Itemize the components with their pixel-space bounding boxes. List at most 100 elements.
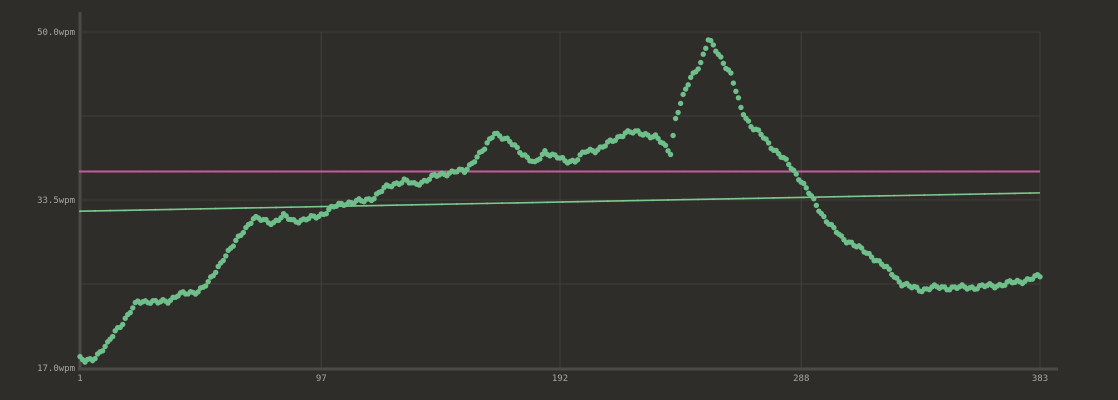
data-point	[728, 70, 734, 76]
data-point	[886, 266, 892, 272]
data-point	[700, 51, 706, 57]
average-line-marker	[561, 170, 564, 173]
axes	[78, 12, 1058, 371]
data-point	[240, 229, 247, 236]
average-line-marker	[817, 170, 820, 173]
trend-line-marker	[350, 205, 353, 208]
data-point	[1037, 274, 1043, 280]
data-point	[680, 91, 686, 98]
average-line-marker	[862, 170, 866, 173]
trend-line-marker	[848, 195, 851, 198]
data-point	[202, 283, 209, 289]
data-point	[99, 348, 106, 354]
trend-line-marker	[244, 207, 247, 210]
average-line-marker	[139, 170, 142, 173]
trend-line-marker	[787, 196, 790, 199]
trend-line-marker	[290, 206, 293, 209]
trend-line-marker	[561, 200, 564, 203]
data-point	[667, 151, 674, 158]
average-line-marker	[350, 170, 353, 173]
trend-line-marker	[576, 200, 579, 203]
data-point	[574, 157, 581, 163]
data-point	[233, 237, 239, 244]
data-point	[662, 142, 669, 149]
data-point	[675, 109, 681, 116]
trend-line-marker	[697, 198, 700, 201]
trend-line-marker	[259, 206, 262, 209]
data-point	[858, 245, 865, 251]
trend-line-marker	[169, 208, 172, 211]
average-line-marker	[606, 170, 609, 173]
data-point	[685, 82, 691, 88]
trend-line-marker	[667, 198, 670, 201]
average-line-marker	[289, 170, 293, 173]
average-line-marker	[772, 170, 775, 173]
y-tick-label: 17.0wpm	[37, 364, 75, 374]
average-line-marker	[576, 170, 579, 173]
trend-line-marker	[817, 196, 820, 199]
trend-line-marker	[983, 192, 986, 195]
average-line-marker	[501, 170, 504, 173]
data-point	[537, 156, 543, 162]
data-point	[813, 202, 820, 209]
average-line-marker	[425, 170, 428, 173]
trend-line-marker	[139, 209, 142, 212]
trend-line-marker	[229, 207, 232, 210]
data-point	[670, 132, 676, 139]
average-line-marker	[787, 170, 790, 173]
trend-line-marker	[878, 194, 881, 197]
trend-line-marker	[380, 204, 383, 207]
average-line-marker	[259, 170, 263, 173]
grid	[79, 31, 1041, 369]
trend-line-marker	[486, 202, 489, 205]
data-point	[120, 321, 126, 328]
average-line-marker	[486, 170, 489, 173]
x-tick-label: 1	[77, 374, 82, 384]
average-line-marker	[229, 170, 232, 173]
data-point	[672, 115, 679, 122]
average-line-marker	[682, 170, 685, 173]
trend-line-marker	[471, 202, 474, 205]
trend-line-marker	[606, 200, 609, 203]
data-point	[278, 215, 284, 221]
trend-line-marker	[425, 203, 428, 206]
trend-line-marker	[923, 194, 926, 197]
average-line-marker	[621, 170, 624, 173]
trend-line-marker	[516, 201, 519, 204]
data-point	[481, 146, 488, 152]
data-point	[698, 59, 704, 66]
data-point	[708, 37, 714, 44]
data-point	[371, 195, 377, 202]
trend-line-marker	[154, 208, 157, 211]
data-point	[464, 166, 470, 173]
x-tick-label: 97	[316, 374, 327, 384]
trend-line-marker	[772, 196, 775, 199]
data-point	[677, 100, 684, 107]
average-line-marker	[636, 170, 640, 173]
data-point	[720, 60, 727, 67]
average-line-marker	[154, 170, 157, 173]
data-point	[695, 66, 701, 72]
trend-line-marker	[1013, 192, 1016, 195]
trend-line-marker	[184, 208, 187, 211]
average-line-marker	[109, 170, 112, 173]
reference-lines	[78, 170, 1041, 213]
average-line-marker	[184, 170, 187, 173]
trend-line-marker	[968, 193, 971, 196]
average-line-marker	[953, 170, 956, 173]
trend-line-marker	[742, 197, 745, 200]
data-point	[811, 195, 817, 202]
trend-line-marker	[531, 201, 534, 204]
data-point	[896, 279, 902, 285]
data-point	[127, 309, 133, 316]
trend-line-marker	[682, 198, 685, 201]
data-point	[733, 88, 739, 95]
x-tick-label: 383	[1032, 374, 1048, 384]
data-point	[102, 343, 108, 350]
trend-line-marker	[440, 203, 443, 206]
average-line-marker	[893, 170, 896, 173]
trend-line-marker	[320, 205, 323, 208]
data-point	[223, 253, 229, 259]
y-tick-labels: 17.0wpm 33.5wpm 50.0wpm	[37, 28, 75, 374]
